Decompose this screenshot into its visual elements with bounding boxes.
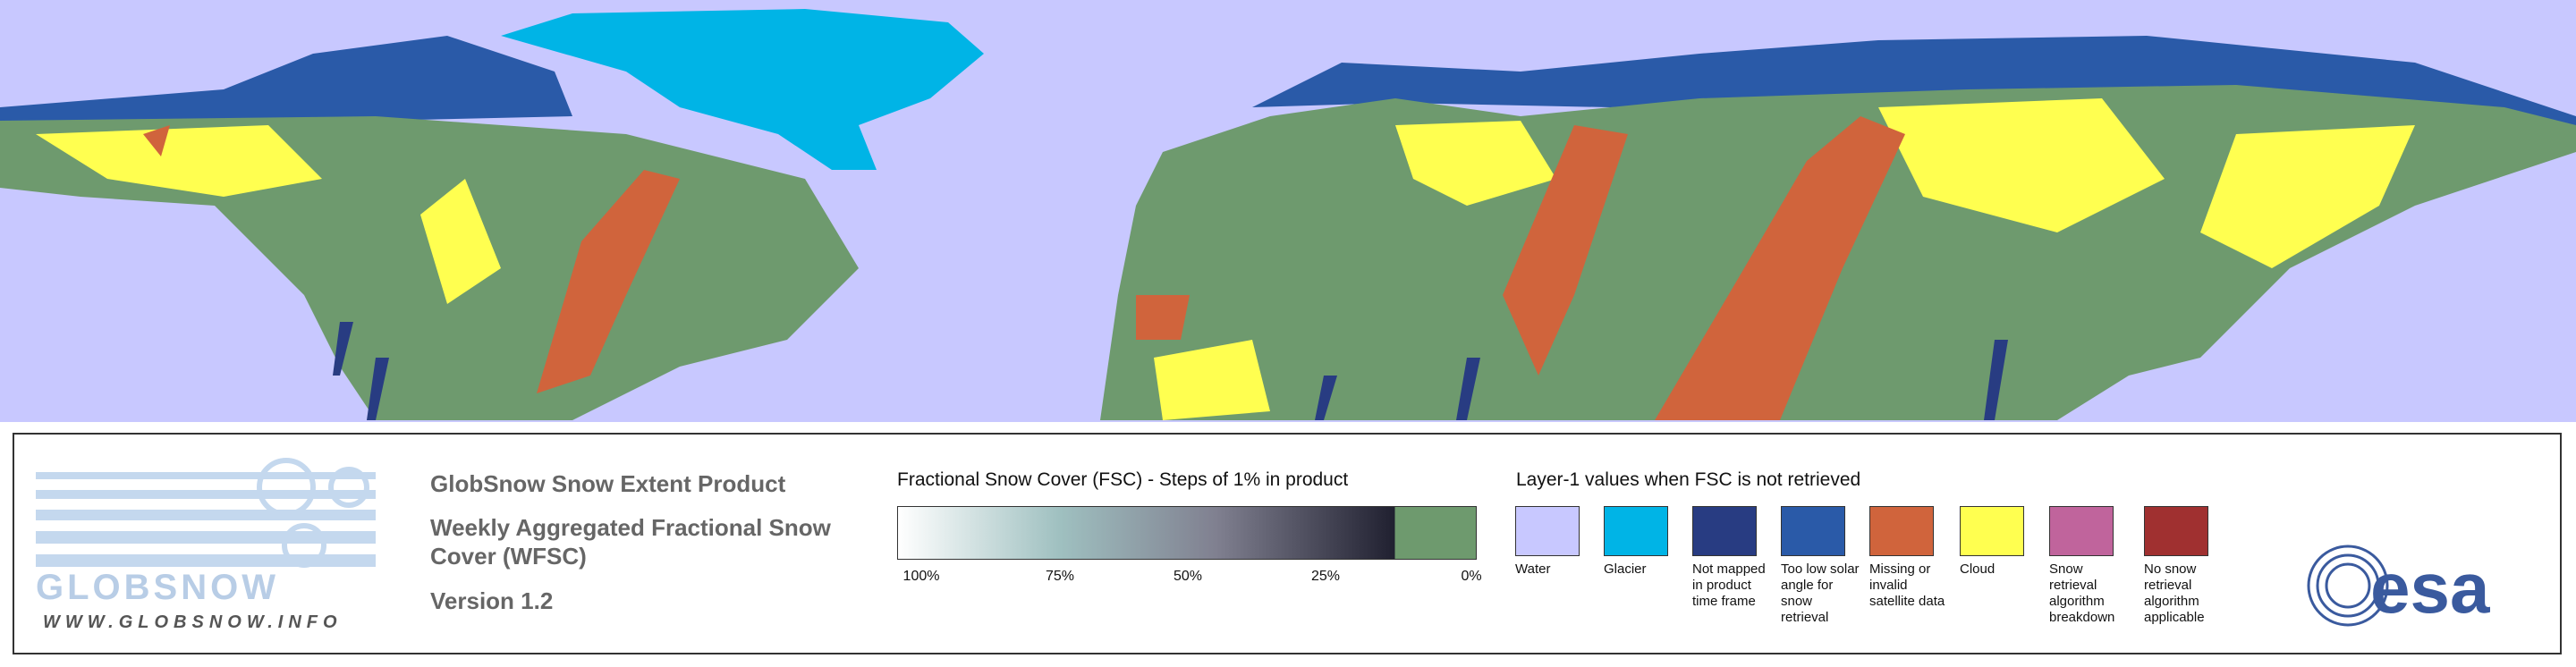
missing-data [1503, 125, 1628, 376]
missing-data [537, 170, 680, 393]
legend-swatch [1515, 506, 1580, 556]
legend-label: Not mapped in product time frame [1692, 561, 1766, 609]
product-title: GlobSnow Snow Extent Product [430, 470, 786, 497]
fsc-tick-label: 50% [1173, 569, 1203, 584]
fsc-tick-label: 100% [902, 569, 940, 584]
legend-label: Too low solar angle for snow retrieval [1781, 561, 1860, 625]
legend-label: No snow retrieval algorithm applicable [2144, 561, 2205, 625]
esa-logo: esa [2307, 545, 2490, 628]
cloud-area [1154, 340, 1270, 420]
legend-label: Missing or invalid satellite data [1869, 561, 1945, 609]
legend-swatch [2144, 506, 2208, 556]
missing-data [1655, 116, 1905, 420]
cloud-area [36, 125, 322, 197]
arctic-band [1252, 36, 2576, 134]
logo-wordmark: GLOBSNOW [36, 568, 279, 607]
fsc-tick-label: 0% [1461, 569, 1482, 584]
logo-url: WWW.GLOBSNOW.INFO [43, 612, 343, 632]
missing-data [143, 125, 170, 156]
product-version: Version 1.2 [430, 587, 554, 614]
snow-map [0, 0, 2576, 422]
legend-label: Cloud [1960, 561, 1996, 577]
cloud-area [420, 179, 501, 304]
cloud-area [1395, 121, 1556, 206]
cloud-area [2200, 125, 2415, 268]
legend-label: Water [1515, 561, 1551, 577]
product-subtitle: Weekly Aggregated Fractional Snow Cover … [430, 514, 831, 570]
fsc-tick-label: 25% [1310, 569, 1341, 584]
legend-swatch [1604, 506, 1668, 556]
missing-data [1136, 295, 1190, 340]
legend-swatch [1692, 506, 1757, 556]
fsc-legend-title: Fractional Snow Cover (FSC) - Steps of 1… [897, 469, 1349, 490]
legend-swatch [1960, 506, 2024, 556]
fsc-tick-label: 75% [1045, 569, 1075, 584]
fsc-color-bar [897, 506, 1477, 560]
legend-label: Snow retrieval algorithm breakdown [2049, 561, 2115, 625]
esa-wordmark: esa [2370, 548, 2490, 628]
legend-swatch [2049, 506, 2114, 556]
legend-swatch [1781, 506, 1845, 556]
arctic-band [0, 36, 572, 125]
globsnow-logo: GLOBSNOW WWW.GLOBSNOW.INFO [36, 458, 376, 632]
cloud-area [1878, 98, 2165, 232]
layer1-legend-title: Layer-1 values when FSC is not retrieved [1516, 469, 1861, 490]
greenland [501, 9, 984, 170]
legend-swatch [1869, 506, 1934, 556]
legend-panel [13, 433, 2562, 654]
legend-label: Glacier [1604, 561, 1647, 577]
